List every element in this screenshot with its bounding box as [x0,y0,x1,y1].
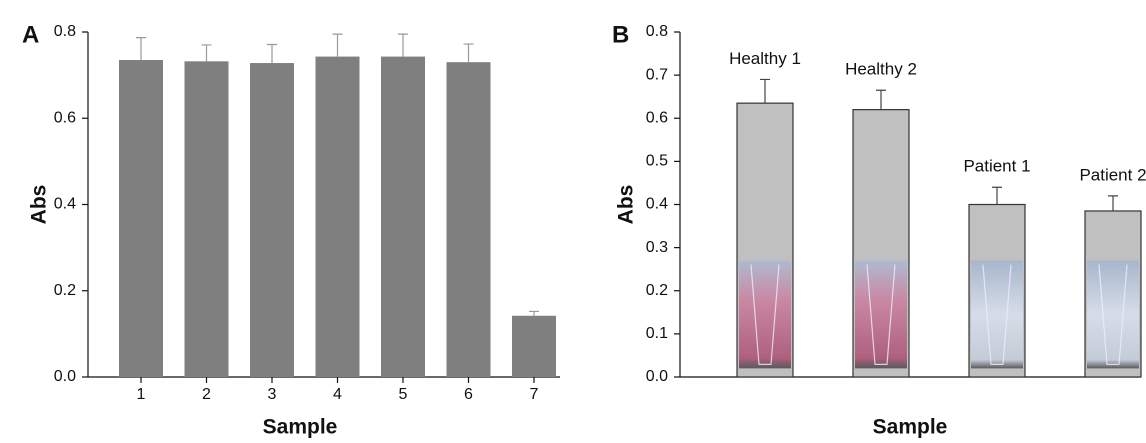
y-tick-label: 0.8 [54,23,76,40]
x-tick-label: 1 [137,386,146,403]
error-bar [332,33,343,57]
x-tick-label: 4 [333,386,342,403]
y-tick-label: 0.6 [54,109,76,126]
error-bar [398,33,408,57]
y-tick-label: 0.5 [646,153,668,170]
y-tick-label: 0.2 [646,282,668,299]
bar [119,60,163,377]
y-tick-label: 0.0 [54,368,76,385]
error-bar [267,43,277,64]
bar [381,56,425,378]
error-bar [201,44,212,62]
vial-photo [739,260,791,369]
bar-label: Healthy 2 [845,60,917,79]
vial-outline [866,264,896,365]
y-tick-label: 0.0 [646,368,668,385]
vial-photo [971,260,1023,369]
error-bar [1108,195,1118,211]
vial-outline [750,264,780,365]
y-tick-label: 0.4 [646,196,668,213]
x-tick-label: 7 [530,386,539,403]
y-tick-label: 0.4 [54,196,76,213]
x-axis-label: Sample [263,416,338,439]
panel-label: B [612,21,629,48]
vial-photo [1087,260,1139,369]
y-tick-label: 0.2 [54,282,76,299]
y-tick-label: 0.6 [646,109,668,126]
x-axis-label: Sample [873,416,948,439]
error-bar [136,37,146,61]
panel-label: A [22,21,39,48]
y-axis-label: Abs [615,185,638,225]
bar [446,62,491,377]
bar-label: Healthy 1 [729,49,801,68]
y-tick-label: 0.7 [646,66,668,83]
error-bar [463,43,474,63]
y-tick-label: 0.1 [646,325,668,342]
bar-label: Patient 2 [1079,165,1146,184]
x-tick-label: 6 [464,386,473,403]
vial-outline [1098,264,1128,365]
bar [250,63,294,378]
error-bar [876,89,886,110]
y-tick-label: 0.3 [646,239,668,256]
error-bar [760,78,770,104]
bar-label: Patient 1 [963,157,1030,176]
bar [512,315,556,377]
x-tick-label: 5 [399,386,408,403]
bar [184,61,229,377]
x-tick-label: 2 [202,386,211,403]
x-tick-label: 3 [268,386,277,403]
error-bar [992,186,1002,205]
vial-outline [982,264,1012,365]
error-bar [529,310,539,316]
vial-photo [855,260,907,369]
y-tick-label: 0.8 [646,23,668,40]
bar [315,56,360,378]
y-axis-label: Abs [28,185,51,225]
